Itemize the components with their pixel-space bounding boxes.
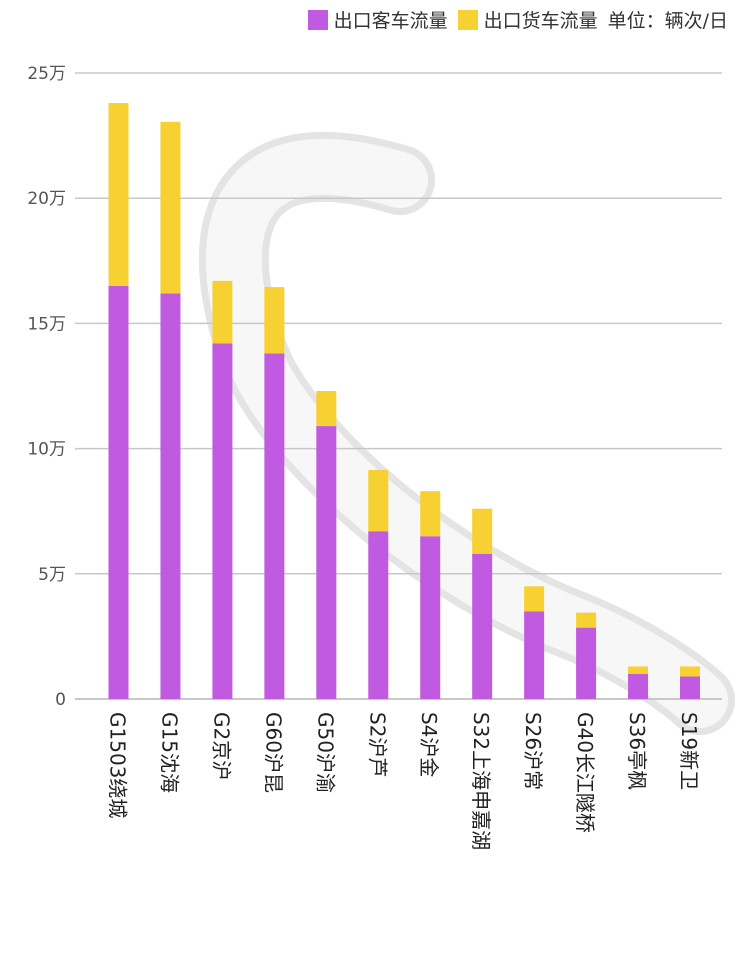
bar-freight-6 <box>420 491 441 537</box>
legend-item-freight: 出口货车流量 <box>457 6 598 33</box>
bar-passenger-9 <box>576 627 597 699</box>
y-axis-ticks: 0 5万 10万 15万 20万 25万 <box>27 64 66 710</box>
x-tick-label-4: G50沪渝 <box>313 712 337 793</box>
legend-item-passenger: 出口客车流量 <box>307 6 448 33</box>
bar-freight-10 <box>628 666 649 674</box>
y-tick-label-0: 0 <box>55 690 66 710</box>
y-tick-label-2: 10万 <box>27 440 66 460</box>
x-tick-label-8: S26沪常 <box>521 712 545 790</box>
bar-freight-0 <box>108 103 129 286</box>
x-tick-label-2: G2京沪 <box>209 712 233 780</box>
bar-passenger-2 <box>212 343 233 699</box>
bars <box>108 103 700 699</box>
road-illustration <box>198 131 735 735</box>
legend-freight-label: 出口货车流量 <box>483 10 598 32</box>
y-tick-label-1: 5万 <box>38 565 66 585</box>
x-tick-label-10: S36亭枫 <box>625 712 649 790</box>
y-tick-label-5: 25万 <box>27 64 66 84</box>
category-labels: G1503绕城 G15沈海 G2京沪 G60沪昆 G50沪渝 S2沪芦 S4沪金 S32上海申… <box>106 712 702 850</box>
bar-freight-8 <box>524 586 545 612</box>
bar-freight-4 <box>316 391 337 427</box>
bar-freight-9 <box>576 612 597 628</box>
bar-passenger-6 <box>420 536 441 699</box>
bar-passenger-4 <box>316 426 337 699</box>
x-tick-label-5: S2沪芦 <box>365 712 389 777</box>
x-tick-label-3: G60沪昆 <box>261 712 285 793</box>
bar-passenger-0 <box>108 285 129 699</box>
bar-freight-2 <box>212 280 233 344</box>
legend: 出口客车流量 出口货车流量 单位：辆次/日 <box>307 6 728 33</box>
x-tick-label-9: G40长江隧桥 <box>573 712 597 833</box>
bar-passenger-8 <box>524 611 545 699</box>
freight-swatch <box>457 9 478 30</box>
x-tick-label-6: S4沪金 <box>417 712 441 777</box>
legend-passenger-label: 出口客车流量 <box>333 10 448 32</box>
bar-passenger-1 <box>160 293 181 699</box>
x-tick-label-7: S32上海申嘉湖 <box>469 712 493 850</box>
y-tick-label-4: 20万 <box>27 189 66 209</box>
bar-freight-7 <box>472 508 493 554</box>
unit-label: 单位：辆次/日 <box>607 10 728 32</box>
x-tick-label-1: G15沈海 <box>157 712 181 793</box>
bar-passenger-3 <box>264 353 285 699</box>
bar-freight-5 <box>368 469 389 532</box>
bar-passenger-5 <box>368 531 389 699</box>
grid-lines <box>75 72 722 700</box>
x-tick-label-11: S19新卫 <box>677 712 701 790</box>
x-tick-label-0: G1503绕城 <box>106 712 130 818</box>
y-tick-label-3: 15万 <box>27 314 66 334</box>
bar-freight-3 <box>264 287 285 354</box>
bar-freight-11 <box>680 666 700 677</box>
bar-passenger-11 <box>680 676 700 699</box>
bar-freight-1 <box>160 121 181 294</box>
passenger-swatch <box>307 9 328 30</box>
bar-passenger-10 <box>628 673 649 699</box>
bar-passenger-7 <box>472 553 493 699</box>
